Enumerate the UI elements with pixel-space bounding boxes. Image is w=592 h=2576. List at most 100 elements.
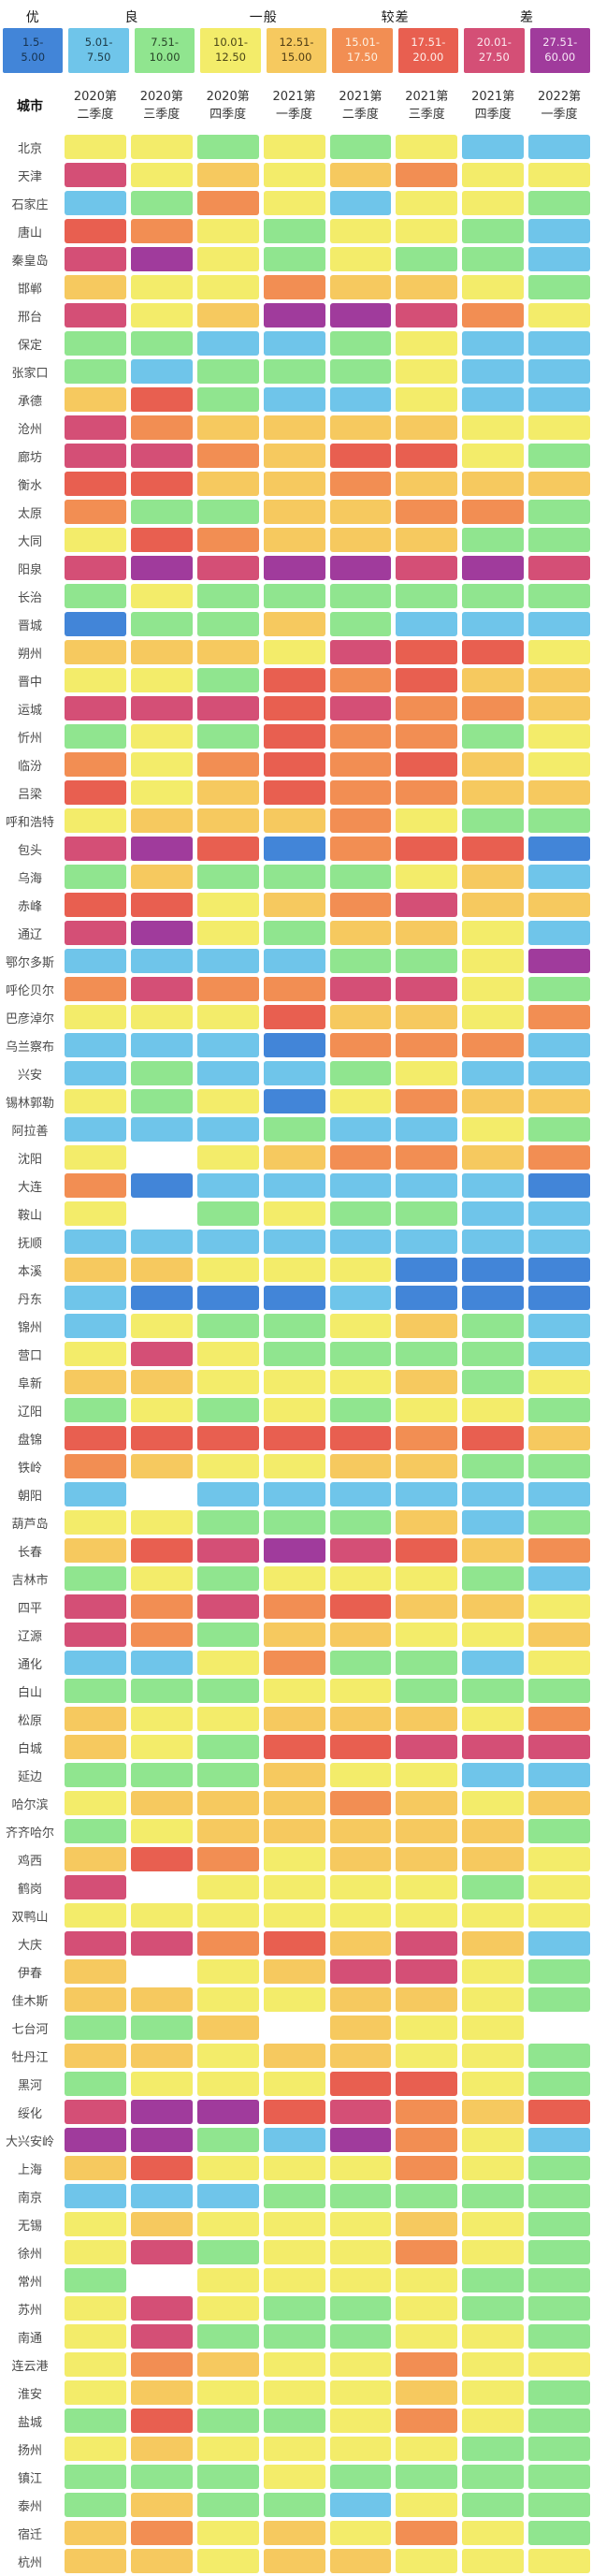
heatmap-cell[interactable] bbox=[528, 1510, 590, 1535]
heatmap-cell[interactable] bbox=[396, 275, 458, 299]
heatmap-cell[interactable] bbox=[528, 1426, 590, 1450]
heatmap-cell[interactable] bbox=[130, 752, 193, 777]
legend-swatch[interactable]: 12.51- 15.00 bbox=[266, 28, 327, 73]
heatmap-cell[interactable] bbox=[196, 1538, 259, 1563]
heatmap-cell[interactable] bbox=[462, 2240, 525, 2264]
heatmap-cell[interactable] bbox=[263, 949, 325, 973]
heatmap-cell[interactable] bbox=[396, 2324, 458, 2349]
heatmap-cell[interactable] bbox=[462, 2324, 525, 2349]
heatmap-cell[interactable] bbox=[65, 2549, 126, 2573]
heatmap-cell[interactable] bbox=[329, 500, 392, 524]
heatmap-cell[interactable] bbox=[65, 2184, 126, 2208]
heatmap-cell[interactable] bbox=[329, 1651, 392, 1675]
heatmap-cell[interactable] bbox=[329, 1482, 392, 1506]
heatmap-cell[interactable] bbox=[130, 275, 193, 299]
heatmap-cell[interactable] bbox=[396, 977, 458, 1001]
heatmap-cell[interactable] bbox=[263, 359, 325, 384]
heatmap-cell[interactable] bbox=[396, 359, 458, 384]
heatmap-cell[interactable] bbox=[65, 1370, 126, 1394]
heatmap-cell[interactable] bbox=[65, 2044, 126, 2068]
heatmap-cell[interactable] bbox=[130, 1903, 193, 1928]
heatmap-cell[interactable] bbox=[528, 1847, 590, 1871]
heatmap-cell[interactable] bbox=[130, 2493, 193, 2517]
heatmap-cell[interactable] bbox=[462, 528, 525, 552]
heatmap-cell[interactable] bbox=[263, 584, 325, 608]
heatmap-cell[interactable] bbox=[263, 1594, 325, 1619]
heatmap-cell[interactable] bbox=[263, 275, 325, 299]
heatmap-cell[interactable] bbox=[528, 1707, 590, 1731]
heatmap-cell[interactable] bbox=[329, 1230, 392, 1254]
heatmap-cell[interactable] bbox=[130, 1005, 193, 1029]
heatmap-cell[interactable] bbox=[528, 2465, 590, 2489]
heatmap-cell[interactable] bbox=[528, 2156, 590, 2180]
heatmap-cell[interactable] bbox=[130, 1286, 193, 1310]
heatmap-cell[interactable] bbox=[196, 303, 259, 327]
heatmap-cell[interactable] bbox=[528, 2437, 590, 2461]
heatmap-cell[interactable] bbox=[263, 1454, 325, 1478]
heatmap-cell[interactable] bbox=[329, 444, 392, 468]
heatmap-cell[interactable] bbox=[130, 921, 193, 945]
heatmap-cell[interactable] bbox=[263, 2296, 325, 2321]
heatmap-cell[interactable] bbox=[528, 1398, 590, 1422]
heatmap-cell[interactable] bbox=[196, 612, 259, 636]
heatmap-cell[interactable] bbox=[130, 2409, 193, 2433]
heatmap-cell[interactable] bbox=[462, 275, 525, 299]
heatmap-cell[interactable] bbox=[528, 163, 590, 187]
heatmap-cell[interactable] bbox=[528, 2240, 590, 2264]
heatmap-cell[interactable] bbox=[130, 1230, 193, 1254]
heatmap-cell[interactable] bbox=[130, 977, 193, 1001]
heatmap-cell[interactable] bbox=[196, 1623, 259, 1647]
heatmap-cell[interactable] bbox=[65, 2240, 126, 2264]
heatmap-cell[interactable] bbox=[462, 1258, 525, 1282]
heatmap-cell[interactable] bbox=[329, 1173, 392, 1198]
heatmap-cell[interactable] bbox=[462, 2296, 525, 2321]
heatmap-cell[interactable] bbox=[263, 808, 325, 833]
heatmap-cell[interactable] bbox=[130, 2521, 193, 2545]
heatmap-cell[interactable] bbox=[263, 2128, 325, 2152]
heatmap-cell[interactable] bbox=[396, 1875, 458, 1899]
heatmap-cell[interactable] bbox=[329, 1426, 392, 1450]
heatmap-cell[interactable] bbox=[130, 444, 193, 468]
heatmap-cell[interactable] bbox=[130, 1201, 193, 1226]
heatmap-cell[interactable] bbox=[130, 1707, 193, 1731]
heatmap-cell[interactable] bbox=[528, 1089, 590, 1113]
heatmap-cell[interactable] bbox=[130, 1426, 193, 1450]
heatmap-cell[interactable] bbox=[528, 1258, 590, 1282]
heatmap-cell[interactable] bbox=[396, 2380, 458, 2405]
heatmap-cell[interactable] bbox=[196, 163, 259, 187]
heatmap-cell[interactable] bbox=[528, 331, 590, 356]
heatmap-cell[interactable] bbox=[130, 1173, 193, 1198]
heatmap-cell[interactable] bbox=[396, 2212, 458, 2236]
heatmap-cell[interactable] bbox=[329, 303, 392, 327]
heatmap-cell[interactable] bbox=[65, 1482, 126, 1506]
heatmap-cell[interactable] bbox=[329, 1735, 392, 1759]
heatmap-cell[interactable] bbox=[65, 1258, 126, 1282]
heatmap-cell[interactable] bbox=[528, 949, 590, 973]
heatmap-cell[interactable] bbox=[528, 1314, 590, 1338]
heatmap-cell[interactable] bbox=[130, 2268, 193, 2292]
heatmap-cell[interactable] bbox=[196, 1651, 259, 1675]
heatmap-cell[interactable] bbox=[196, 1258, 259, 1282]
heatmap-cell[interactable] bbox=[263, 1566, 325, 1591]
heatmap-cell[interactable] bbox=[462, 303, 525, 327]
heatmap-cell[interactable] bbox=[263, 1791, 325, 1815]
heatmap-cell[interactable] bbox=[396, 1651, 458, 1675]
heatmap-cell[interactable] bbox=[329, 1623, 392, 1647]
heatmap-cell[interactable] bbox=[130, 2016, 193, 2040]
heatmap-cell[interactable] bbox=[65, 556, 126, 580]
heatmap-cell[interactable] bbox=[528, 1117, 590, 1142]
heatmap-cell[interactable] bbox=[462, 1763, 525, 1787]
heatmap-cell[interactable] bbox=[462, 1398, 525, 1422]
heatmap-cell[interactable] bbox=[65, 1398, 126, 1422]
heatmap-cell[interactable] bbox=[462, 2044, 525, 2068]
heatmap-cell[interactable] bbox=[65, 949, 126, 973]
heatmap-cell[interactable] bbox=[65, 2156, 126, 2180]
heatmap-cell[interactable] bbox=[263, 500, 325, 524]
heatmap-cell[interactable] bbox=[329, 135, 392, 159]
heatmap-cell[interactable] bbox=[196, 752, 259, 777]
heatmap-cell[interactable] bbox=[196, 1819, 259, 1843]
heatmap-cell[interactable] bbox=[462, 1819, 525, 1843]
heatmap-cell[interactable] bbox=[396, 1819, 458, 1843]
heatmap-cell[interactable] bbox=[130, 696, 193, 720]
heatmap-cell[interactable] bbox=[528, 921, 590, 945]
